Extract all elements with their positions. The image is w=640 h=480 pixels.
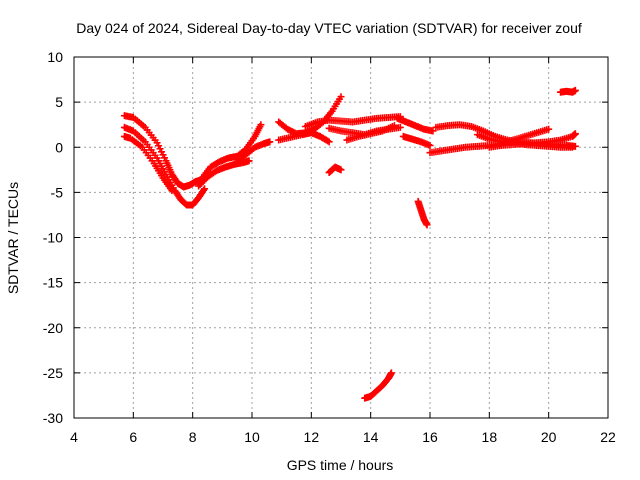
y-tick-label: -10 [43, 230, 63, 246]
y-tick-label: -15 [43, 275, 63, 291]
y-axis-label: SDTVAR / TECUs [5, 182, 21, 294]
x-tick-label: 20 [541, 429, 557, 445]
y-tick-label: -30 [43, 410, 63, 426]
data-point [201, 185, 209, 193]
data-point [257, 121, 265, 129]
grid [74, 57, 608, 418]
data-point [571, 130, 579, 138]
x-tick-label: 16 [422, 429, 438, 445]
data-point [545, 125, 553, 133]
y-tick-label: 5 [55, 94, 63, 110]
data-point [168, 187, 176, 195]
series-arc-4 [198, 121, 265, 183]
x-tick-label: 10 [244, 429, 260, 445]
x-tick-labels: 4 6 8 10 12 14 16 18 20 22 [70, 429, 616, 445]
data-point [200, 186, 208, 194]
data-point [324, 137, 332, 145]
series-arc-11 [325, 163, 345, 177]
data-point [325, 138, 333, 146]
series-arc-9 [301, 113, 404, 130]
x-tick-label: 12 [304, 429, 320, 445]
data-point [390, 122, 398, 130]
x-tick-label: 14 [363, 429, 379, 445]
data-series [120, 86, 579, 402]
data-point [429, 127, 437, 135]
series-arc-14 [399, 132, 434, 149]
series-arc-12 [343, 122, 398, 144]
series-arc-19 [557, 86, 579, 96]
data-point [337, 166, 345, 174]
data-point [337, 93, 345, 101]
series-arc-1 [120, 112, 206, 191]
y-tick-label: -20 [43, 320, 63, 336]
x-tick-label: 18 [482, 429, 498, 445]
y-tick-label: 0 [55, 139, 63, 155]
data-point [387, 369, 395, 377]
data-point [568, 143, 576, 151]
data-point [245, 157, 253, 165]
series-arc-8 [275, 129, 333, 146]
series-arc-20 [414, 197, 431, 229]
axis-ticks [73, 56, 609, 419]
series-arc-13 [393, 114, 437, 135]
x-tick-label: 4 [70, 429, 78, 445]
y-tick-label: 10 [47, 49, 63, 65]
data-point [423, 221, 431, 229]
series-arc-3 [120, 132, 176, 195]
data-point [571, 86, 579, 94]
x-tick-label: 6 [129, 429, 137, 445]
y-tick-label: -5 [51, 184, 64, 200]
data-point [396, 123, 404, 131]
series-arc-21 [361, 369, 395, 402]
series-arc-2 [120, 123, 209, 209]
x-axis-label: GPS time / hours [287, 457, 394, 473]
series-arc-18 [473, 131, 576, 151]
data-point [266, 138, 274, 146]
data-point [426, 141, 434, 149]
y-tick-label: -25 [43, 365, 63, 381]
series-arc-6 [233, 138, 274, 164]
x-tick-label: 8 [189, 429, 197, 445]
x-tick-label: 22 [600, 429, 616, 445]
y-tick-labels: -30 -25 -20 -15 -10 -5 0 5 10 [43, 49, 63, 426]
chart-title: Day 024 of 2024, Sidereal Day-to-day VTE… [76, 20, 582, 36]
